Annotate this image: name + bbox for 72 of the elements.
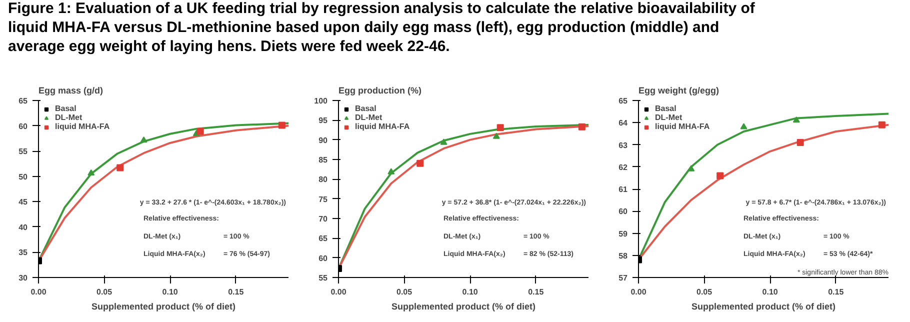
x-axis-title: Supplemented product (% of diet) xyxy=(92,302,236,312)
y-tick-label: 58 xyxy=(618,251,628,260)
y-tick-label: 60 xyxy=(618,207,628,216)
y-tick-label: 75 xyxy=(318,194,328,204)
x-tick-label: 0.10 xyxy=(762,288,778,296)
y-tick-label: 85 xyxy=(318,156,328,164)
y-tick-label: 60 xyxy=(318,254,328,263)
x-tick-label: 0.05 xyxy=(96,288,113,296)
y-tick-label: 65 xyxy=(618,96,628,106)
x-tick-label: 0.05 xyxy=(696,288,713,296)
point xyxy=(492,132,500,139)
y-tick-label: 90 xyxy=(318,136,328,145)
point xyxy=(792,116,800,123)
x-tick-label: 0.05 xyxy=(396,288,413,296)
point xyxy=(688,165,695,172)
y-tick-label: 80 xyxy=(318,175,328,184)
y-tick-label: 59 xyxy=(618,229,628,238)
point xyxy=(796,139,804,146)
point xyxy=(716,172,724,180)
text: Figure 1: Evaluation of a UK feeding trial by regression analysis to calculate the relative bioavailability of liquid MHA-FA versus DL-methionine based upon daily egg mass (left), egg production (middle) and average egg weight of laying hens. Diets were fed week 22-46. xyxy=(8,0,756,56)
y-tick-label: 65 xyxy=(18,96,28,106)
y-axis-title: Egg weight (g/egg) xyxy=(638,86,719,96)
x-tick-label: 0.10 xyxy=(162,288,178,296)
y-tick-label: 35 xyxy=(18,248,28,258)
legend-label: DL-Met xyxy=(55,113,82,122)
point xyxy=(740,123,748,130)
point xyxy=(388,168,395,174)
y-tick-label: 100 xyxy=(314,96,328,106)
y-tick-label: 70 xyxy=(318,214,328,224)
x-axis-title: Supplemented product (% of diet) xyxy=(692,302,836,312)
point xyxy=(196,128,204,135)
point xyxy=(440,138,448,145)
y-axis-title: Egg mass (g/d) xyxy=(38,86,104,96)
legend-label: Basal xyxy=(655,104,676,113)
y-tick-label: 30 xyxy=(18,274,28,282)
x-tick-label: 0.00 xyxy=(30,288,47,296)
x-tick-label: 0.00 xyxy=(630,288,647,296)
y-tick-label: 65 xyxy=(318,234,328,244)
legend-label: liquid MHA-FA xyxy=(55,122,110,131)
y-tick-label: 61 xyxy=(618,185,628,194)
x-tick-label: 0.15 xyxy=(528,288,544,296)
y-axis-title: Egg production (%) xyxy=(338,86,422,96)
y-tick-label: 63 xyxy=(618,140,628,150)
y-tick-label: 64 xyxy=(618,118,628,128)
legend-label: liquid MHA-FA xyxy=(355,122,410,131)
y-tick-label: 55 xyxy=(318,274,328,282)
x-tick-label: 0.15 xyxy=(228,288,244,296)
legend-label: DL-Met xyxy=(355,113,382,122)
point xyxy=(416,160,424,167)
point xyxy=(116,164,124,172)
legend-label: liquid MHA-FA xyxy=(655,122,710,131)
x-tick-label: 0.10 xyxy=(462,288,478,296)
point xyxy=(278,122,286,129)
y-tick-label: 50 xyxy=(18,172,28,182)
y-tick-label: 60 xyxy=(18,122,28,131)
y-tick-label: 55 xyxy=(18,147,28,156)
point xyxy=(496,124,504,132)
legend-label: Basal xyxy=(55,104,76,113)
x-tick-label: 0.00 xyxy=(330,288,347,296)
x-axis-title: Supplemented product (% of diet) xyxy=(392,302,536,312)
point xyxy=(578,123,586,130)
y-tick-label: 40 xyxy=(18,222,28,232)
legend-label: Basal xyxy=(355,104,376,113)
y-tick-label: 57 xyxy=(618,274,628,282)
point xyxy=(140,136,148,143)
y-tick-label: 45 xyxy=(18,198,28,207)
point xyxy=(88,169,95,176)
y-tick-label: 95 xyxy=(318,116,328,126)
x-tick-label: 0.15 xyxy=(828,288,844,296)
y-tick-label: 62 xyxy=(618,162,628,172)
point xyxy=(878,121,886,128)
legend-label: DL-Met xyxy=(655,113,682,122)
